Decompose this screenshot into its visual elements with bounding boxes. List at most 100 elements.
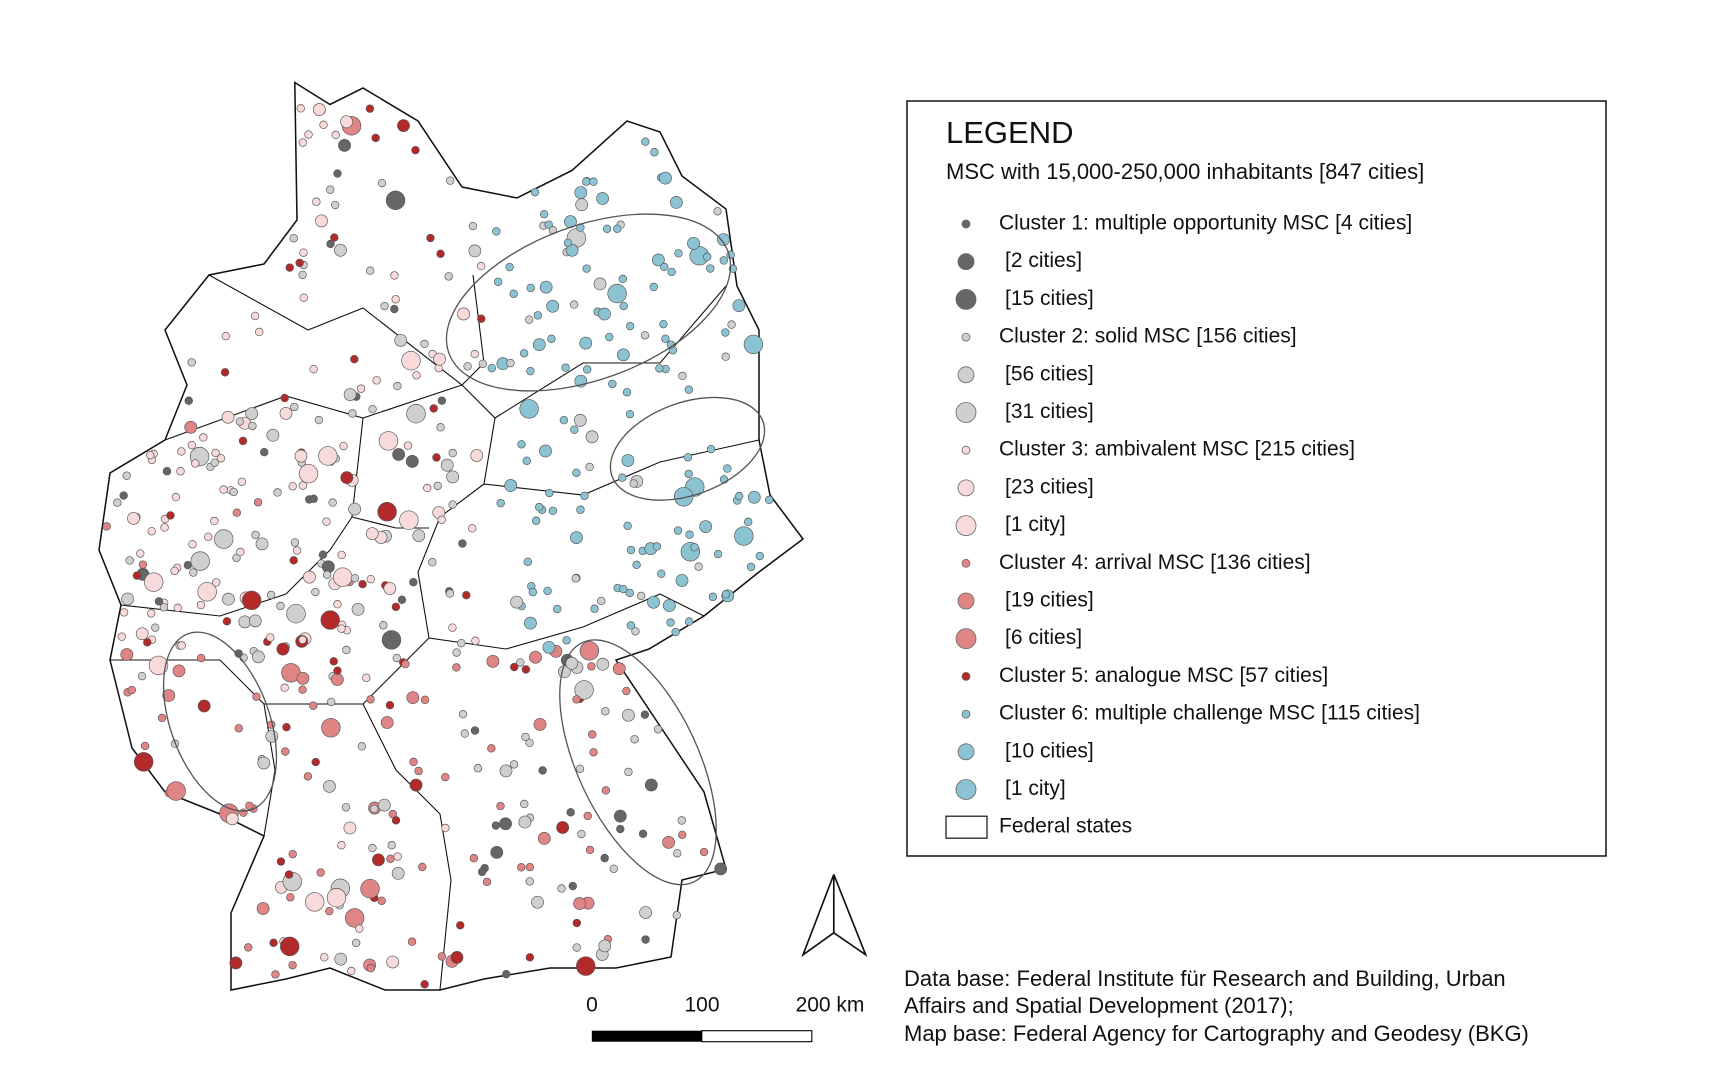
- legend-label: [56 cities]: [1005, 362, 1094, 385]
- city-marker: [542, 640, 556, 654]
- city-marker: [187, 440, 197, 450]
- city-marker: [506, 358, 515, 368]
- city-marker: [377, 896, 386, 905]
- city-marker: [526, 366, 535, 376]
- city-marker: [188, 540, 197, 549]
- city-marker: [343, 821, 357, 835]
- city-marker: [348, 409, 357, 418]
- city-marker: [602, 224, 612, 233]
- city-marker: [390, 271, 399, 280]
- legend-label: Cluster 5: analogue MSC [57 cities]: [999, 664, 1328, 687]
- city-marker: [281, 747, 290, 756]
- city-marker: [225, 812, 239, 826]
- city-marker: [238, 436, 248, 446]
- city-marker: [580, 491, 589, 500]
- city-marker: [371, 133, 380, 143]
- legend-symbol: [955, 628, 977, 650]
- city-marker: [734, 526, 754, 546]
- city-marker: [266, 633, 275, 642]
- city-marker: [298, 463, 319, 484]
- city-marker: [765, 495, 774, 505]
- city-marker: [288, 961, 297, 970]
- city-marker: [294, 449, 308, 463]
- city-marker: [171, 492, 181, 502]
- city-marker: [625, 588, 634, 598]
- city-marker: [210, 458, 219, 467]
- city-marker: [699, 847, 709, 857]
- city-marker: [190, 551, 210, 571]
- city-marker: [290, 402, 299, 412]
- legend-items: Cluster 1: multiple opportunity MSC [4 c…: [945, 212, 1420, 839]
- city-marker: [391, 816, 401, 825]
- city-marker: [177, 641, 186, 650]
- city-marker: [727, 320, 736, 329]
- city-marker: [684, 469, 693, 479]
- city-marker: [747, 490, 761, 504]
- city-marker: [214, 529, 234, 549]
- city-marker: [687, 236, 700, 250]
- city-marker: [423, 483, 432, 493]
- city-marker: [337, 841, 346, 850]
- city-marker: [545, 488, 554, 498]
- legend-label: [2 cities]: [1005, 249, 1082, 272]
- city-marker: [539, 209, 549, 219]
- city-marker: [672, 911, 681, 920]
- city-marker: [257, 756, 271, 770]
- city-marker: [448, 448, 457, 458]
- city-marker: [355, 924, 364, 933]
- city-marker: [613, 224, 622, 233]
- city-marker: [448, 623, 457, 632]
- city-marker: [406, 404, 426, 424]
- city-marker: [516, 658, 525, 667]
- city-marker: [154, 597, 164, 606]
- city-marker: [499, 817, 512, 831]
- city-marker: [234, 724, 243, 733]
- city-marker: [348, 502, 362, 516]
- ellipse: [162, 631, 278, 812]
- city-marker: [436, 249, 445, 258]
- city-marker: [585, 430, 599, 444]
- legend-label: Cluster 3: ambivalent MSC [215 cities]: [999, 438, 1355, 461]
- city-marker: [521, 732, 530, 742]
- city-marker: [543, 586, 552, 596]
- city-marker: [365, 266, 375, 275]
- city-marker: [653, 725, 663, 734]
- city-marker: [157, 713, 167, 723]
- city-marker: [638, 829, 648, 838]
- city-marker: [573, 897, 586, 910]
- city-marker: [147, 609, 156, 618]
- city-marker: [288, 849, 297, 859]
- city-marker: [576, 505, 585, 514]
- city-marker: [721, 328, 730, 337]
- city-marker: [579, 641, 600, 661]
- city-marker: [579, 336, 593, 350]
- city-marker: [288, 482, 297, 491]
- city-marker: [269, 938, 278, 947]
- city-marker: [607, 283, 627, 304]
- city-marker: [296, 671, 310, 685]
- ellipse: [559, 639, 717, 886]
- legend-label: [1 city]: [1005, 777, 1066, 800]
- city-marker: [684, 617, 694, 626]
- legend-symbol: [961, 332, 971, 342]
- city-marker: [151, 623, 160, 632]
- city-marker: [496, 801, 505, 811]
- city-marker: [590, 604, 599, 613]
- city-marker: [266, 590, 276, 600]
- city-marker: [706, 444, 716, 454]
- city-marker: [366, 964, 376, 973]
- city-marker: [525, 862, 535, 872]
- city-marker: [678, 371, 687, 381]
- city-marker: [600, 853, 609, 863]
- city-marker: [138, 560, 148, 569]
- city-marker: [434, 363, 443, 373]
- city-marker: [390, 304, 399, 314]
- city-marker: [327, 697, 336, 707]
- city-marker: [440, 458, 454, 472]
- city-marker: [197, 653, 206, 663]
- city-marker: [113, 498, 122, 507]
- city-marker: [436, 423, 445, 432]
- city-marker: [574, 186, 588, 199]
- city-marker: [432, 453, 441, 462]
